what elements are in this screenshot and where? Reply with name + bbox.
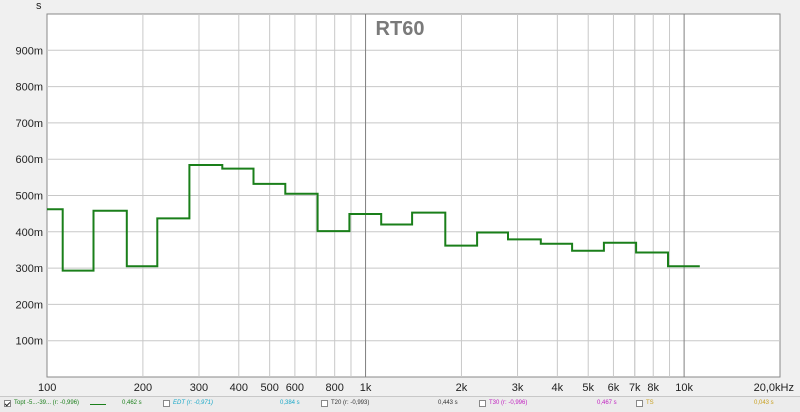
x-tick-label: 8k: [647, 382, 659, 394]
legend-value-t30: 0,467 s: [597, 400, 617, 406]
x-tick-label: 20,0kHz: [754, 382, 794, 394]
y-tick-label: 100m: [15, 336, 43, 348]
x-tick-label: 3k: [512, 382, 524, 394]
legend-value-t20: 0,443 s: [438, 400, 458, 406]
legend-checkbox-edt[interactable]: [163, 400, 170, 407]
legend-label-ts: TS: [646, 400, 654, 406]
x-tick-label: 4k: [552, 382, 564, 394]
y-tick-label: 400m: [15, 227, 43, 239]
legend-label-topt: Topt -5...-39... (r: -0,996): [14, 400, 80, 406]
y-tick-label: 300m: [15, 263, 43, 275]
y-tick-label: 900m: [15, 45, 43, 57]
legend-checkbox-t20[interactable]: [321, 400, 328, 407]
legend-value-ts: 0,043 s: [754, 400, 774, 406]
x-tick-label: 5k: [582, 382, 594, 394]
y-axis-label: s: [36, 0, 42, 12]
series-line-0: [47, 164, 700, 272]
legend-label-t30: T30 (r: -0,996): [489, 400, 528, 406]
legend-checkbox-ts[interactable]: [636, 400, 643, 407]
x-tick-label: 6k: [608, 382, 620, 394]
x-tick-label: 800: [326, 382, 344, 394]
rt60-chart: 100m 200m 300m 400m 500m 600m 700m 800m 900m 100…: [15, 0, 794, 394]
x-tick-label: 400: [230, 382, 248, 394]
x-tick-label: 2k: [456, 382, 468, 394]
y-tick-label: 800m: [15, 82, 43, 94]
grid: [47, 14, 780, 377]
legend-value-topt: 0,462 s: [122, 400, 142, 406]
x-tick-label: 300: [190, 382, 208, 394]
y-tick-label: 200m: [15, 299, 43, 311]
legend-bar: Topt -5...-39... (r: -0,996) 0,462 s EDT…: [0, 396, 800, 412]
x-tick-label: 1k: [360, 382, 372, 394]
legend-swatch-topt: [90, 404, 106, 405]
y-tick-label: 500m: [15, 191, 43, 203]
x-tick-label: 600: [286, 382, 304, 394]
y-tick-label: 700m: [15, 118, 43, 130]
legend-value-edt: 0,384 s: [280, 400, 300, 406]
x-tick-labels: 100 200 300 400 500 600 800 1k 2k 3k 4k 5k 6k 7k 8k 10k…: [38, 382, 794, 394]
legend-checkbox-topt[interactable]: [4, 400, 11, 407]
series-group: [47, 164, 700, 272]
y-tick-label: 600m: [15, 154, 43, 166]
legend-checkbox-t30[interactable]: [479, 400, 486, 407]
legend-label-edt: EDT (r: -0,971): [173, 400, 214, 406]
x-tick-label: 10k: [675, 382, 693, 394]
y-tick-labels: 100m 200m 300m 400m 500m 600m 700m 800m 900m: [15, 45, 43, 347]
legend-label-t20: T20 (r: -0,993): [331, 400, 370, 406]
x-tick-label: 100: [38, 382, 56, 394]
x-tick-label: 7k: [629, 382, 641, 394]
x-tick-label: 500: [260, 382, 278, 394]
x-tick-label: 200: [134, 382, 152, 394]
chart-title: RT60: [376, 18, 425, 40]
